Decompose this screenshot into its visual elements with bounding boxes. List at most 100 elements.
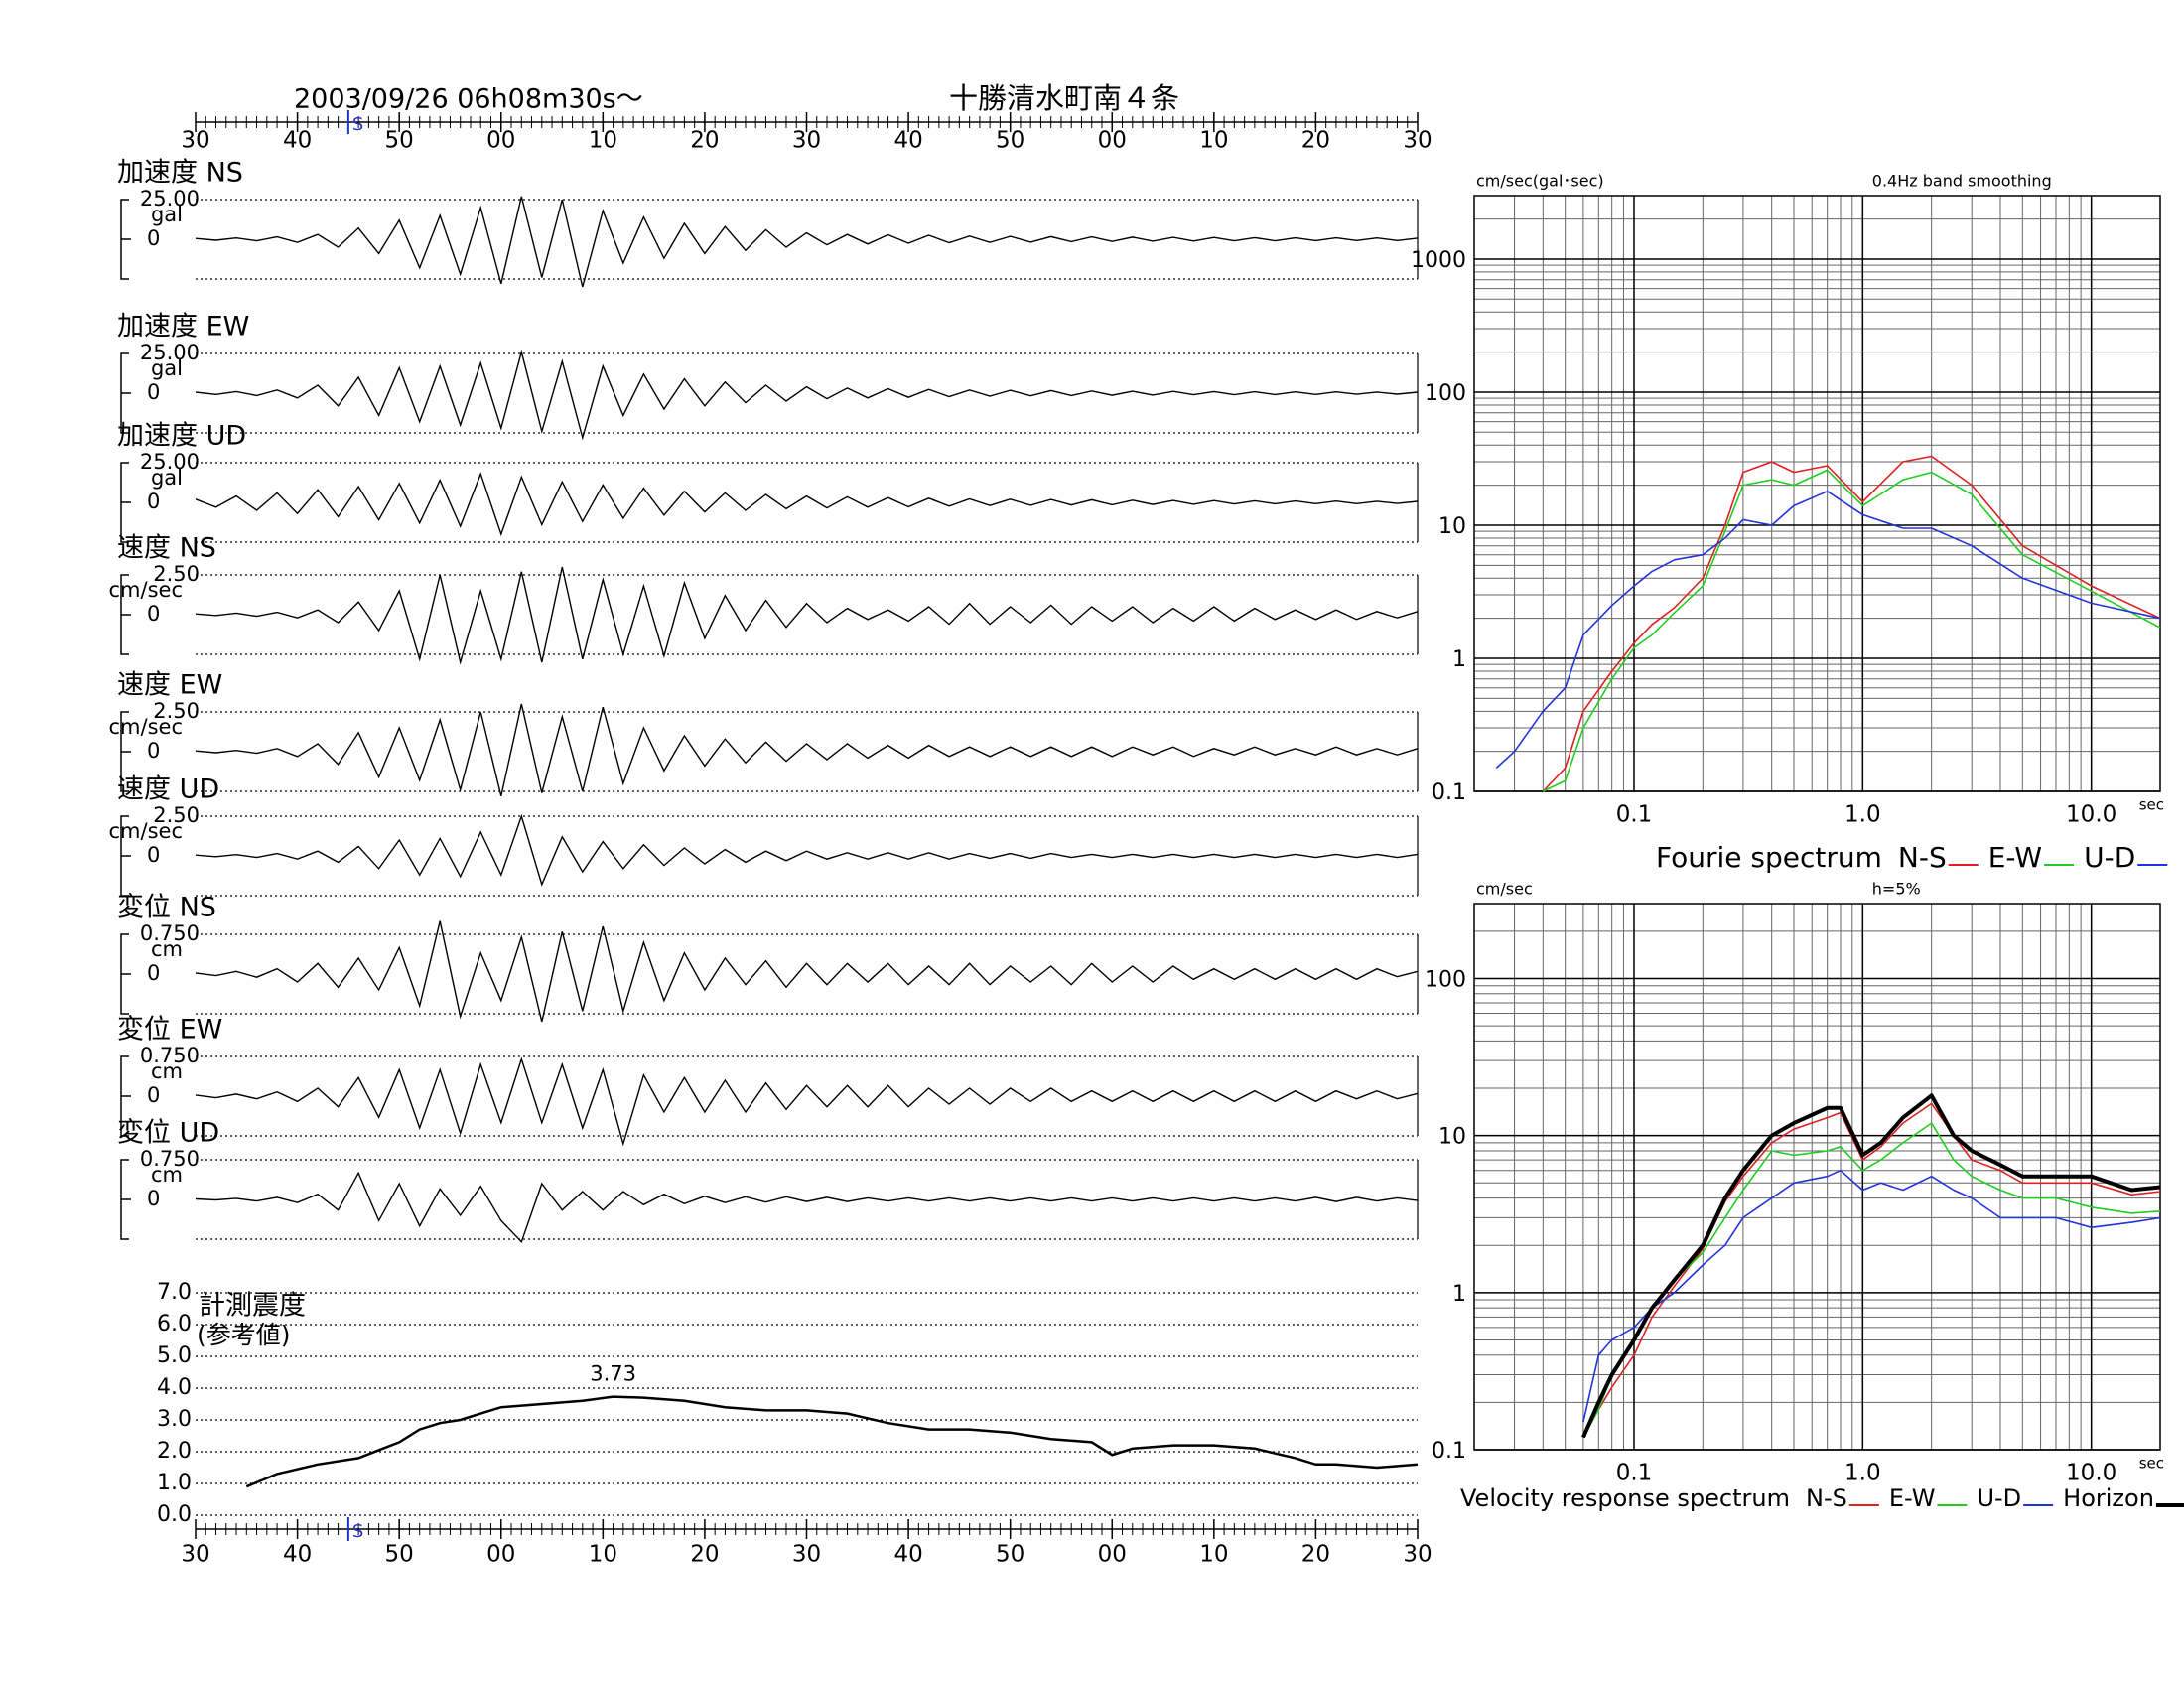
x-tick-label: 10.0: [2066, 1461, 2116, 1486]
y-tick-label: 1.0: [157, 1471, 192, 1495]
trace-title: 速度 EW: [117, 670, 222, 701]
peak-annotation: 3.73: [590, 1362, 636, 1386]
chart-title: 計測震度: [199, 1291, 306, 1322]
chart-subtitle: (参考値): [197, 1321, 291, 1349]
y-tick-label: 10: [1438, 514, 1466, 539]
record-date: 2003/09/26 06h08m30s〜: [294, 84, 643, 115]
y-tick-label: 100: [1425, 967, 1466, 992]
chart-subtitle: 0.4Hz band smoothing: [1872, 172, 2052, 191]
x-tick-label: 10: [1199, 1542, 1228, 1568]
x-tick-label: 50: [385, 128, 414, 154]
trace-title: 速度 UD: [117, 774, 219, 805]
legend-label: N-S: [1898, 841, 1947, 874]
x-tick-label: 30: [1403, 1542, 1432, 1568]
legend-label: U-D: [1977, 1484, 2021, 1512]
y-tick-label: 0: [147, 1083, 160, 1107]
y-tick-label: 100: [1425, 381, 1466, 406]
y-tick-label: 0: [147, 961, 160, 985]
x-axis-label: sec: [2139, 1455, 2164, 1473]
trace-unit: cm/sec: [109, 578, 183, 602]
x-tick-label: 10: [589, 1542, 617, 1568]
legend-label: N-S: [1806, 1484, 1847, 1512]
x-tick-label: 20: [1301, 1542, 1330, 1568]
x-tick-label: 50: [385, 1542, 414, 1568]
y-tick-label: 0: [147, 490, 160, 513]
x-tick-label: 40: [893, 1542, 922, 1568]
waveform-trace: [195, 1056, 1419, 1147]
legend-title: Fourie spectrum: [1656, 841, 1882, 874]
y-tick-label: 0.750: [140, 921, 200, 945]
y-tick-label: 0: [147, 843, 160, 867]
y-tick-label: 25.00: [140, 187, 200, 211]
x-tick-label: 0.1: [1616, 1461, 1653, 1486]
spectrum-line: [1495, 491, 2161, 769]
y-tick-label: 1000: [1411, 248, 1466, 273]
x-axis-label: sec: [2139, 796, 2164, 814]
y-tick-label: 0.1: [1432, 780, 1466, 805]
y-tick-label: 0: [147, 226, 160, 250]
y-tick-label: 10: [1438, 1125, 1466, 1150]
x-tick-label: 30: [181, 1542, 209, 1568]
waveform-trace: [195, 813, 1419, 887]
waveform-trace: [195, 1171, 1419, 1244]
trace-title: 変位 UD: [117, 1118, 219, 1149]
trace-title: 加速度 EW: [117, 312, 249, 343]
trace-title: 変位 EW: [117, 1015, 222, 1046]
trace-unit: cm/sec: [109, 715, 183, 739]
trace-title: 加速度 NS: [117, 158, 243, 189]
y-tick-label: 0: [147, 1187, 160, 1210]
x-tick-label: 1.0: [1844, 1461, 1881, 1486]
x-tick-label: 20: [690, 1542, 719, 1568]
x-tick-label: 00: [1098, 1542, 1127, 1568]
x-tick-label: 30: [1403, 128, 1432, 154]
intensity-line: [245, 1395, 1419, 1488]
y-tick-label: 6.0: [157, 1312, 192, 1336]
x-tick-label: 00: [1098, 128, 1127, 154]
x-tick-label: 20: [690, 128, 719, 154]
trace-unit: cm/sec: [109, 819, 183, 843]
x-tick-label: 30: [181, 128, 209, 154]
x-tick-label: 30: [792, 128, 821, 154]
legend-label: E-W: [1988, 841, 2042, 874]
trace-unit: gal: [151, 203, 183, 226]
x-tick-label: 0.1: [1616, 802, 1653, 828]
spectrum-line: [1542, 455, 2161, 792]
y-tick-label: 2.0: [157, 1439, 192, 1464]
y-tick-label: 25.00: [140, 341, 200, 364]
legend-title: Velocity response spectrum: [1460, 1484, 1790, 1512]
station-name: 十勝清水町南４条: [949, 81, 1179, 115]
x-tick-label: 1.0: [1844, 802, 1881, 828]
legend-label: E-W: [1889, 1484, 1936, 1512]
waveform-trace: [195, 472, 1419, 537]
y-tick-label: 4.0: [157, 1375, 192, 1400]
x-tick-label: 10.0: [2066, 802, 2116, 828]
chart-subtitle: h=5%: [1872, 880, 1921, 899]
x-tick-label: 40: [283, 128, 312, 154]
spectrum-line: [1581, 1093, 2161, 1439]
x-tick-label: 10: [1199, 128, 1228, 154]
spectrum-line: [1542, 469, 2161, 792]
y-tick-label: 7.0: [157, 1280, 192, 1305]
x-tick-label: 00: [486, 128, 515, 154]
phase-marker-label: S: [352, 114, 363, 135]
waveform-trace: [195, 920, 1419, 1023]
x-tick-label: 00: [486, 1542, 515, 1568]
waveform-trace: [195, 349, 1419, 441]
trace-title: 速度 NS: [117, 533, 216, 564]
legend-label: Horizon: [2063, 1484, 2154, 1512]
y-tick-label: 3.0: [157, 1407, 192, 1432]
y-tick-label: 0.750: [140, 1147, 200, 1171]
trace-unit: cm: [151, 1059, 183, 1083]
x-tick-label: 30: [792, 1542, 821, 1568]
y-axis-label: cm/sec(gal･sec): [1476, 172, 1604, 191]
y-axis-label: cm/sec: [1476, 880, 1533, 899]
y-tick-label: 0: [147, 602, 160, 626]
y-tick-label: 0.0: [157, 1502, 192, 1527]
y-tick-label: 0: [147, 380, 160, 404]
waveform-trace: [195, 703, 1419, 796]
trace-unit: cm: [151, 1163, 183, 1187]
x-tick-label: 20: [1301, 128, 1330, 154]
